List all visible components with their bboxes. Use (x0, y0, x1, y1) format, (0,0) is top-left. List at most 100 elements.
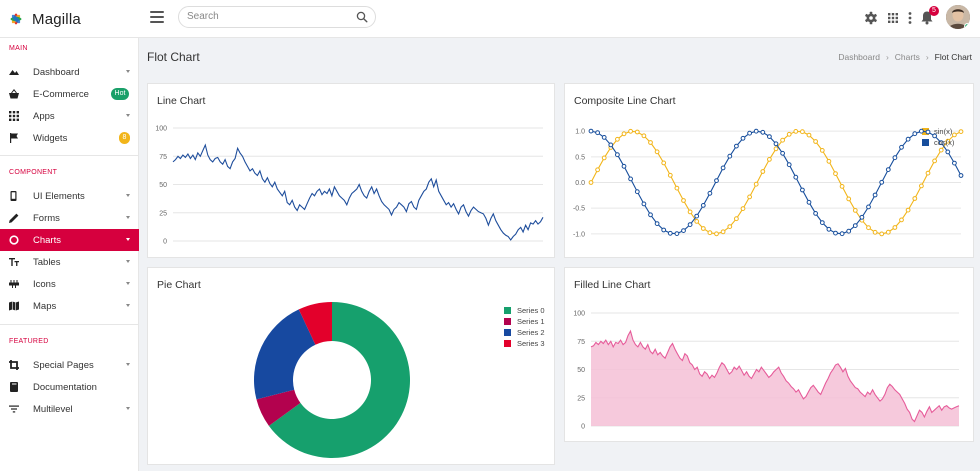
data-point-cos (681, 228, 686, 234)
data-point-cos (595, 130, 600, 136)
sidebar-item-documentation[interactable]: Documentation (0, 376, 139, 398)
sidebar-item-forms[interactable]: Forms (0, 207, 139, 229)
data-point-cos (925, 129, 931, 135)
data-point-sin (793, 129, 799, 134)
apps-grid-icon[interactable] (887, 8, 899, 28)
breadcrumb-dashboard[interactable]: Dashboard (838, 52, 880, 62)
sidebar-item-multilevel[interactable]: Multilevel (0, 398, 139, 420)
menu-toggle-icon[interactable] (150, 11, 164, 23)
data-point-sin (674, 185, 680, 191)
data-point-cos (958, 173, 964, 178)
breadcrumb-charts[interactable]: Charts (894, 52, 920, 62)
series-line (590, 329, 960, 423)
more-vertical-icon[interactable] (906, 8, 914, 28)
y-tick-label: 25 (577, 395, 585, 402)
data-point-sin (667, 172, 673, 178)
data-point-sin (819, 148, 825, 153)
data-point-sin (958, 129, 964, 134)
data-point-sin (595, 167, 600, 173)
sidebar-item-maps[interactable]: Maps (0, 295, 139, 317)
data-point-sin (648, 140, 653, 145)
data-point-sin (846, 196, 852, 202)
data-point-sin (932, 158, 938, 164)
online-status-dot (964, 23, 970, 29)
widgets-count-badge: 8 (119, 132, 130, 144)
search-icon[interactable] (356, 11, 368, 23)
data-point-cos (694, 213, 700, 219)
pie-slice (298, 302, 332, 345)
data-point-sin (687, 209, 693, 215)
data-point-sin (800, 129, 805, 135)
data-point-sin (694, 219, 700, 224)
sidebar-item-dashboard[interactable]: Dashboard (0, 61, 139, 83)
data-point-sin (945, 138, 951, 144)
data-point-sin (747, 194, 753, 200)
search-box[interactable] (178, 6, 376, 28)
data-point-cos (734, 143, 739, 149)
chevron-down-icon (126, 304, 130, 307)
data-point-cos (800, 187, 805, 193)
data-point-cos (826, 226, 832, 232)
data-point-sin (714, 231, 719, 237)
sidebar-item-e-commerce[interactable]: E-Commerce Hot (0, 83, 139, 105)
sidebar-item-label: Widgets (33, 133, 68, 144)
sidebar-item-icons[interactable]: Icons (0, 273, 139, 295)
sidebar-item-special-pages[interactable]: Special Pages (0, 354, 139, 376)
data-point-cos (608, 142, 614, 148)
sidebar-item-tables[interactable]: Tables (0, 251, 139, 273)
data-point-cos (833, 230, 838, 236)
chevron-down-icon (126, 260, 130, 263)
series-line (172, 143, 544, 241)
data-point-sin (760, 169, 766, 174)
pie-slice (256, 389, 301, 426)
data-point-sin (813, 139, 819, 144)
sidebar-item-label: UI Elements (33, 191, 85, 202)
line-chart: 100 75 50 25 0 (155, 126, 544, 246)
sidebar-item-apps[interactable]: Apps (0, 105, 139, 127)
data-point-sin (905, 207, 911, 213)
y-tick-label: 100 (155, 126, 167, 133)
data-point-cos (601, 135, 607, 140)
pencil-icon (9, 213, 19, 223)
sidebar-item-label: Dashboard (33, 67, 80, 78)
composite-line-chart-card: Composite Line Chart 1.0 0.5 0.0 -0.5 -1.0 si… (564, 83, 974, 258)
sidebar-item-ui-elements[interactable]: UI Elements (0, 185, 139, 207)
card-title: Filled Line Chart (574, 279, 651, 291)
chevron-right-icon: › (885, 52, 889, 62)
data-point-cos (773, 141, 779, 147)
filled-line-chart-card: Filled Line Chart 100 75 50 25 0 (564, 267, 974, 442)
book-icon (10, 382, 18, 392)
data-point-cos (885, 167, 891, 172)
sidebar-item-label: Tables (33, 257, 61, 268)
sidebar-item-charts[interactable]: Charts (0, 229, 139, 251)
avatar[interactable] (946, 5, 970, 29)
search-input[interactable] (187, 11, 347, 22)
legend-swatch (504, 329, 511, 336)
gear-icon[interactable] (864, 8, 878, 28)
chevron-down-icon (126, 238, 130, 241)
data-point-cos (793, 174, 799, 180)
data-point-sin (919, 183, 924, 189)
data-point-cos (912, 131, 918, 137)
data-point-sin (615, 136, 620, 142)
phone-icon (10, 191, 17, 201)
legend-swatch (504, 307, 511, 314)
data-point-sin (879, 231, 885, 237)
chevron-right-icon: › (925, 52, 929, 62)
data-point-sin (839, 184, 845, 189)
y-tick-label: 0 (581, 424, 585, 431)
top-navbar: Magilla 5 (0, 0, 980, 38)
data-point-cos (727, 153, 733, 159)
legend-swatch (504, 340, 511, 347)
page-title: Flot Chart (147, 50, 200, 64)
sidebar-item-label: Special Pages (33, 360, 94, 371)
data-point-cos (667, 230, 673, 236)
sidebar-item-widgets[interactable]: Widgets 8 (0, 127, 139, 149)
data-point-sin (654, 149, 660, 155)
data-point-cos (687, 222, 693, 228)
pie-slice (253, 309, 316, 400)
brand[interactable]: Magilla (8, 8, 81, 30)
hot-badge: Hot (111, 88, 129, 100)
data-point-cos (641, 201, 647, 207)
ruler-icon (9, 280, 19, 288)
